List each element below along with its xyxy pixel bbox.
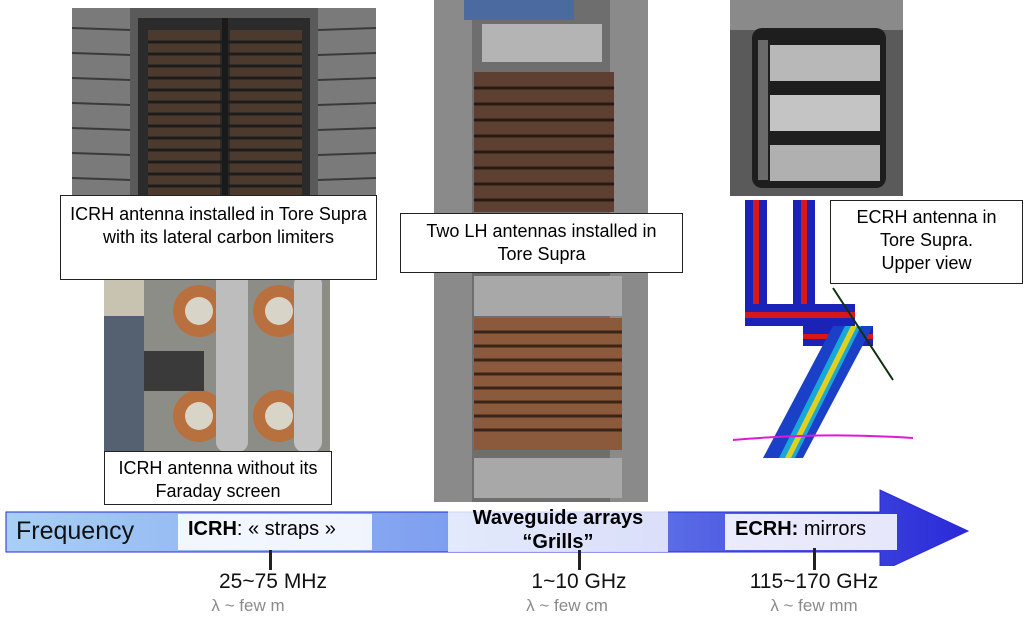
lh-installed-caption: Two LH antennas installed in Tore Supra [400,213,683,273]
ecrh-beam-simulation [733,196,913,460]
tick-icrh [269,550,272,570]
ecrh-band-text: mirrors [798,518,867,540]
lh-band-label: Waveguide arrays “Grills” [448,506,668,553]
ecrh-upper-view-photo [730,0,903,196]
icrh-installed-caption: ICRH antenna installed in Tore Supra wit… [60,195,377,280]
ecrh-caption: ECRH antenna in Tore Supra. Upper view [830,200,1023,284]
tick-ecrh [813,548,816,570]
lh-band-line1: Waveguide arrays [472,507,644,529]
tick-label-wavelength-lh: λ ~ few cm [526,596,608,615]
lh-band-line2: “Grills” [522,531,594,553]
tick-label-frequency-ecrh: 115~170 GHz [749,570,879,593]
tick-label-wavelength-icrh: λ ~ few m [211,596,285,615]
tick-lh [578,550,581,570]
icrh-without-screen-photo [104,256,330,452]
icrh-band-text: : « straps » [236,518,336,540]
ecrh-band-label: ECRH: mirrors [725,514,897,550]
icrh-band-bold: ICRH [188,518,237,540]
icrh-without-screen-caption: ICRH antenna without its Faraday screen [104,451,332,505]
icrh-band-label: ICRH: « straps » [178,514,372,550]
ecrh-band-bold: ECRH: [735,518,799,540]
tick-label-wavelength-ecrh: λ ~ few mm [770,596,858,615]
frequency-axis-label: Frequency [16,517,135,545]
tick-label-frequency-icrh: 25~75 MHz [219,570,327,593]
tick-label-frequency-lh: 1~10 GHz [531,570,627,593]
icrh-installed-photo [72,8,376,208]
